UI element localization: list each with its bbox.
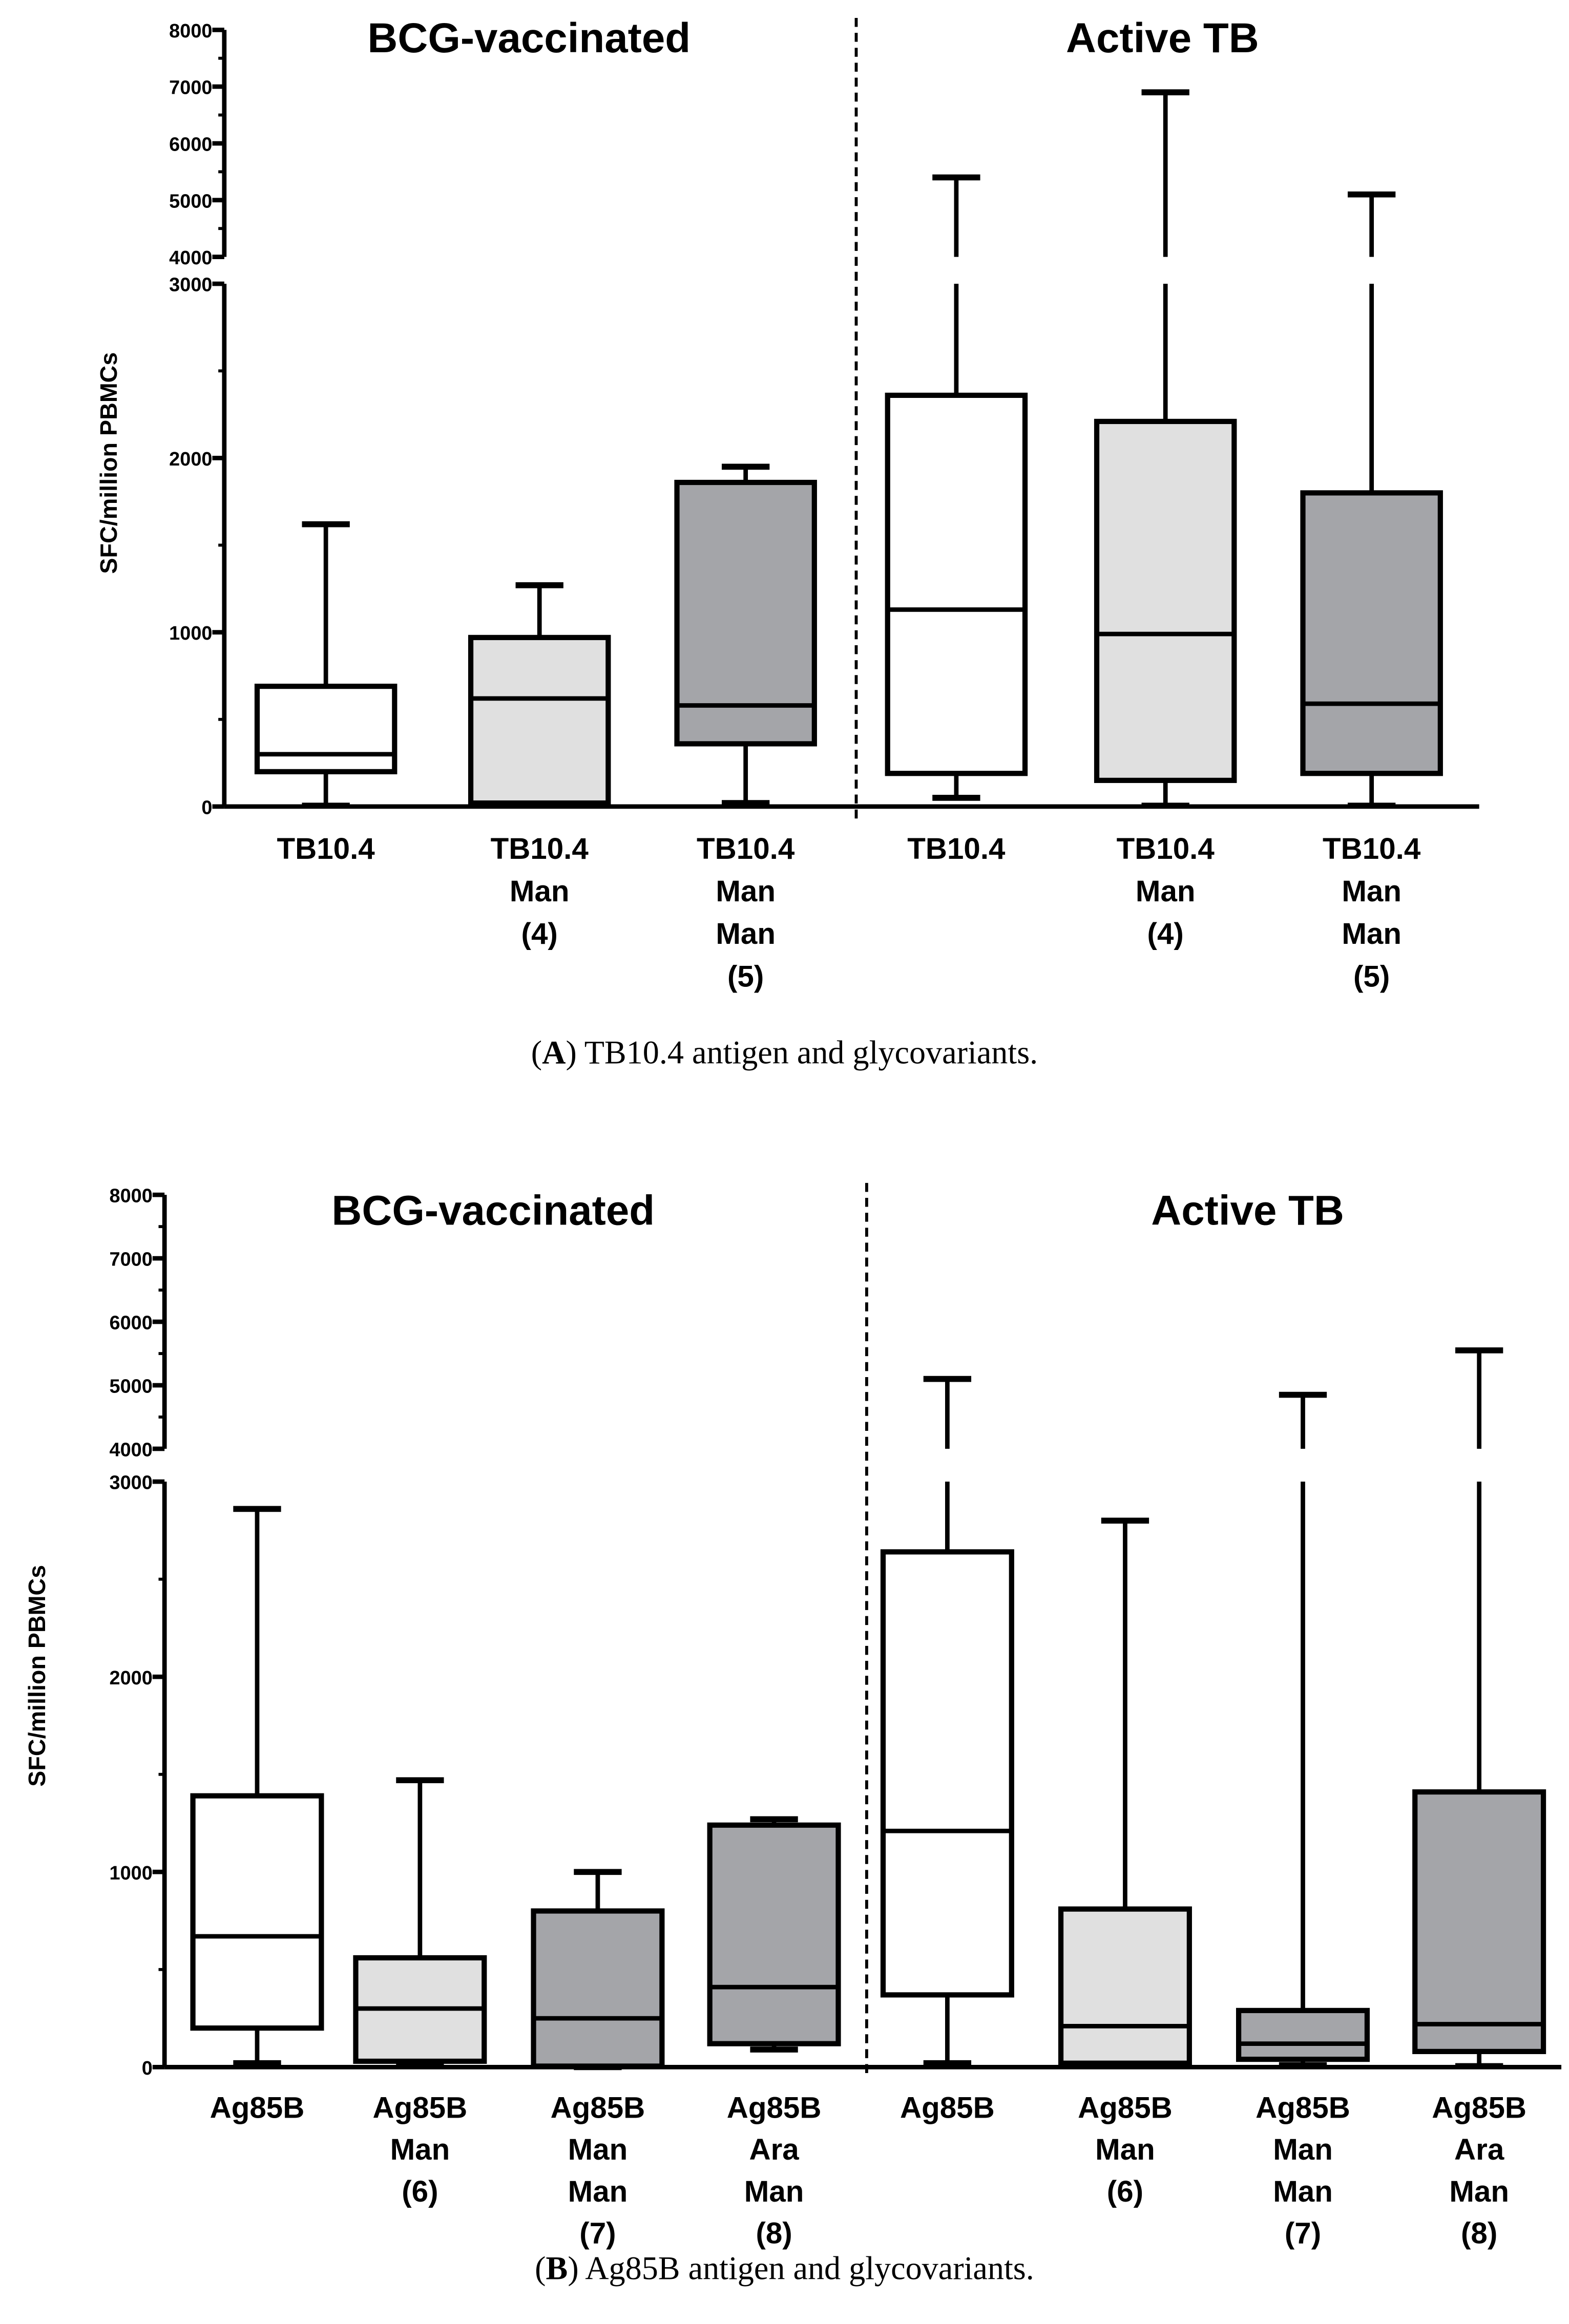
y-tick-label: 1000 [110,1863,153,1884]
x-category-label: Man [716,917,776,950]
iqr-box [468,635,611,806]
x-category-label: TB10.4 [907,832,1006,865]
x-category-label: Ag85B [373,2091,468,2125]
box-plot: Ag85B Man (6) [353,1777,487,2208]
x-category-label: Ara [1454,2133,1504,2166]
y-tick-label: 2000 [110,1667,153,1689]
group-title: BCG-vaccinated [367,15,691,61]
box-plot: TB10.4 [254,521,398,865]
x-category-label: Man [1342,917,1401,950]
iqr-box [1236,2008,1370,2062]
x-category-label: Man [510,875,570,908]
x-category-label: Ag85B [210,2091,305,2125]
x-category-label: Ag85B [1432,2091,1526,2125]
box-plot: Ag85B [190,1506,324,2125]
y-axis-label: SFC/million PBMCs [24,1565,50,1787]
x-category-label: (7) [1285,2217,1321,2250]
y-tick-label: 0 [201,797,212,818]
x-category-label: (7) [579,2217,616,2250]
y-tick-label: 4000 [169,247,212,269]
y-tick-label: 7000 [110,1249,153,1271]
x-category-label: (5) [1353,960,1390,993]
x-category-label: Ag85B [727,2091,822,2125]
panel-caption: (B) Ag85B antigen and glycovariants. [535,2250,1034,2287]
panel-b: 0 1000 2000 3000 4000 5000 6000 7000 8000 SFC/mil… [24,1182,1562,2287]
x-category-label: (4) [521,917,558,950]
x-category-label: (8) [1461,2217,1497,2250]
y-tick-label: 2000 [169,449,212,470]
x-category-label: Ag85B [1256,2091,1350,2125]
x-category-label: TB10.4 [697,832,795,865]
x-category-label: Man [744,2175,804,2208]
iqr-box [1412,1789,1546,2054]
iqr-box [1094,418,1237,783]
x-category-label: TB10.4 [1323,832,1421,865]
x-category-label: (5) [727,960,764,993]
x-category-label: TB10.4 [491,832,589,865]
box-plot: Ag85B Man Man (7) [1236,1391,1370,2250]
box-plot: TB10.4 Man Man (5) [1300,191,1443,993]
box-plot: TB10.4 Man (4) [1094,89,1237,950]
iqr-box [1300,490,1443,776]
x-category-label: Man [1273,2175,1333,2208]
group-title: Active TB [1151,1187,1344,1234]
box-plot: TB10.4 Man (4) [468,582,611,950]
box-plot: Ag85B Ara Man (8) [707,1816,841,2250]
y-tick-label: 7000 [169,77,212,99]
box-plot: TB10.4 Man Man (5) [674,463,817,993]
x-category-label: Man [390,2133,450,2166]
y-tick-label: 1000 [169,623,212,644]
x-category-label: Man [1095,2133,1155,2166]
x-category-label: Ara [749,2133,799,2166]
x-category-label: Ag85B [1078,2091,1173,2125]
iqr-box [531,1908,665,2069]
x-category-label: Man [716,875,776,908]
x-category-label: Man [1273,2133,1333,2166]
iqr-box [880,1549,1014,1998]
y-axis-label: SFC/million PBMCs [95,352,122,574]
y-tick-label: 4000 [110,1440,153,1461]
iqr-box [707,1822,841,2046]
x-category-label: (8) [756,2217,792,2250]
iqr-box [190,1793,324,2031]
x-category-label: Man [568,2175,628,2208]
box-plot: TB10.4 [885,174,1028,865]
group-title: BCG-vaccinated [331,1187,655,1234]
x-category-label: Ag85B [551,2091,645,2125]
x-category-label: TB10.4 [1117,832,1215,865]
y-tick-label: 5000 [169,191,212,212]
group-title: Active TB [1066,15,1259,61]
panel-caption: (A) TB10.4 antigen and glycovariants. [531,1034,1038,1071]
x-category-label: TB10.4 [277,832,375,865]
iqr-box [254,684,398,774]
x-category-label: Man [1449,2175,1509,2208]
x-category-label: Ag85B [900,2091,995,2125]
iqr-box [1058,1906,1192,2066]
caption-letter: B [546,2250,568,2287]
x-category-label: Man [568,2133,628,2166]
y-tick-label: 6000 [110,1313,153,1334]
y-tick-label: 8000 [169,20,212,42]
y-tick-label: 5000 [110,1376,153,1398]
box-plot: Ag85B Man (6) [1058,1517,1192,2208]
box-plot: Ag85B [880,1376,1014,2125]
iqr-box [885,392,1028,776]
y-tick-label: 0 [142,2058,153,2079]
panel-a: 0 1000 2000 3000 4000 5000 6000 7000 8000 SFC/mil… [95,15,1479,1071]
y-tick-label: 6000 [169,134,212,156]
caption-letter: A [542,1034,566,1071]
y-tick-label: 8000 [110,1186,153,1207]
box-plot: Ag85B Ara Man (8) [1412,1347,1546,2250]
box-plot: Ag85B Man Man (7) [531,1869,665,2250]
x-category-label: Man [1342,875,1401,908]
x-category-label: (6) [1107,2175,1143,2208]
y-tick-label: 3000 [110,1472,153,1494]
x-category-label: (4) [1147,917,1184,950]
y-tick-label: 3000 [169,274,212,296]
x-category-label: (6) [402,2175,438,2208]
iqr-box [674,479,817,747]
x-category-label: Man [1136,875,1196,908]
